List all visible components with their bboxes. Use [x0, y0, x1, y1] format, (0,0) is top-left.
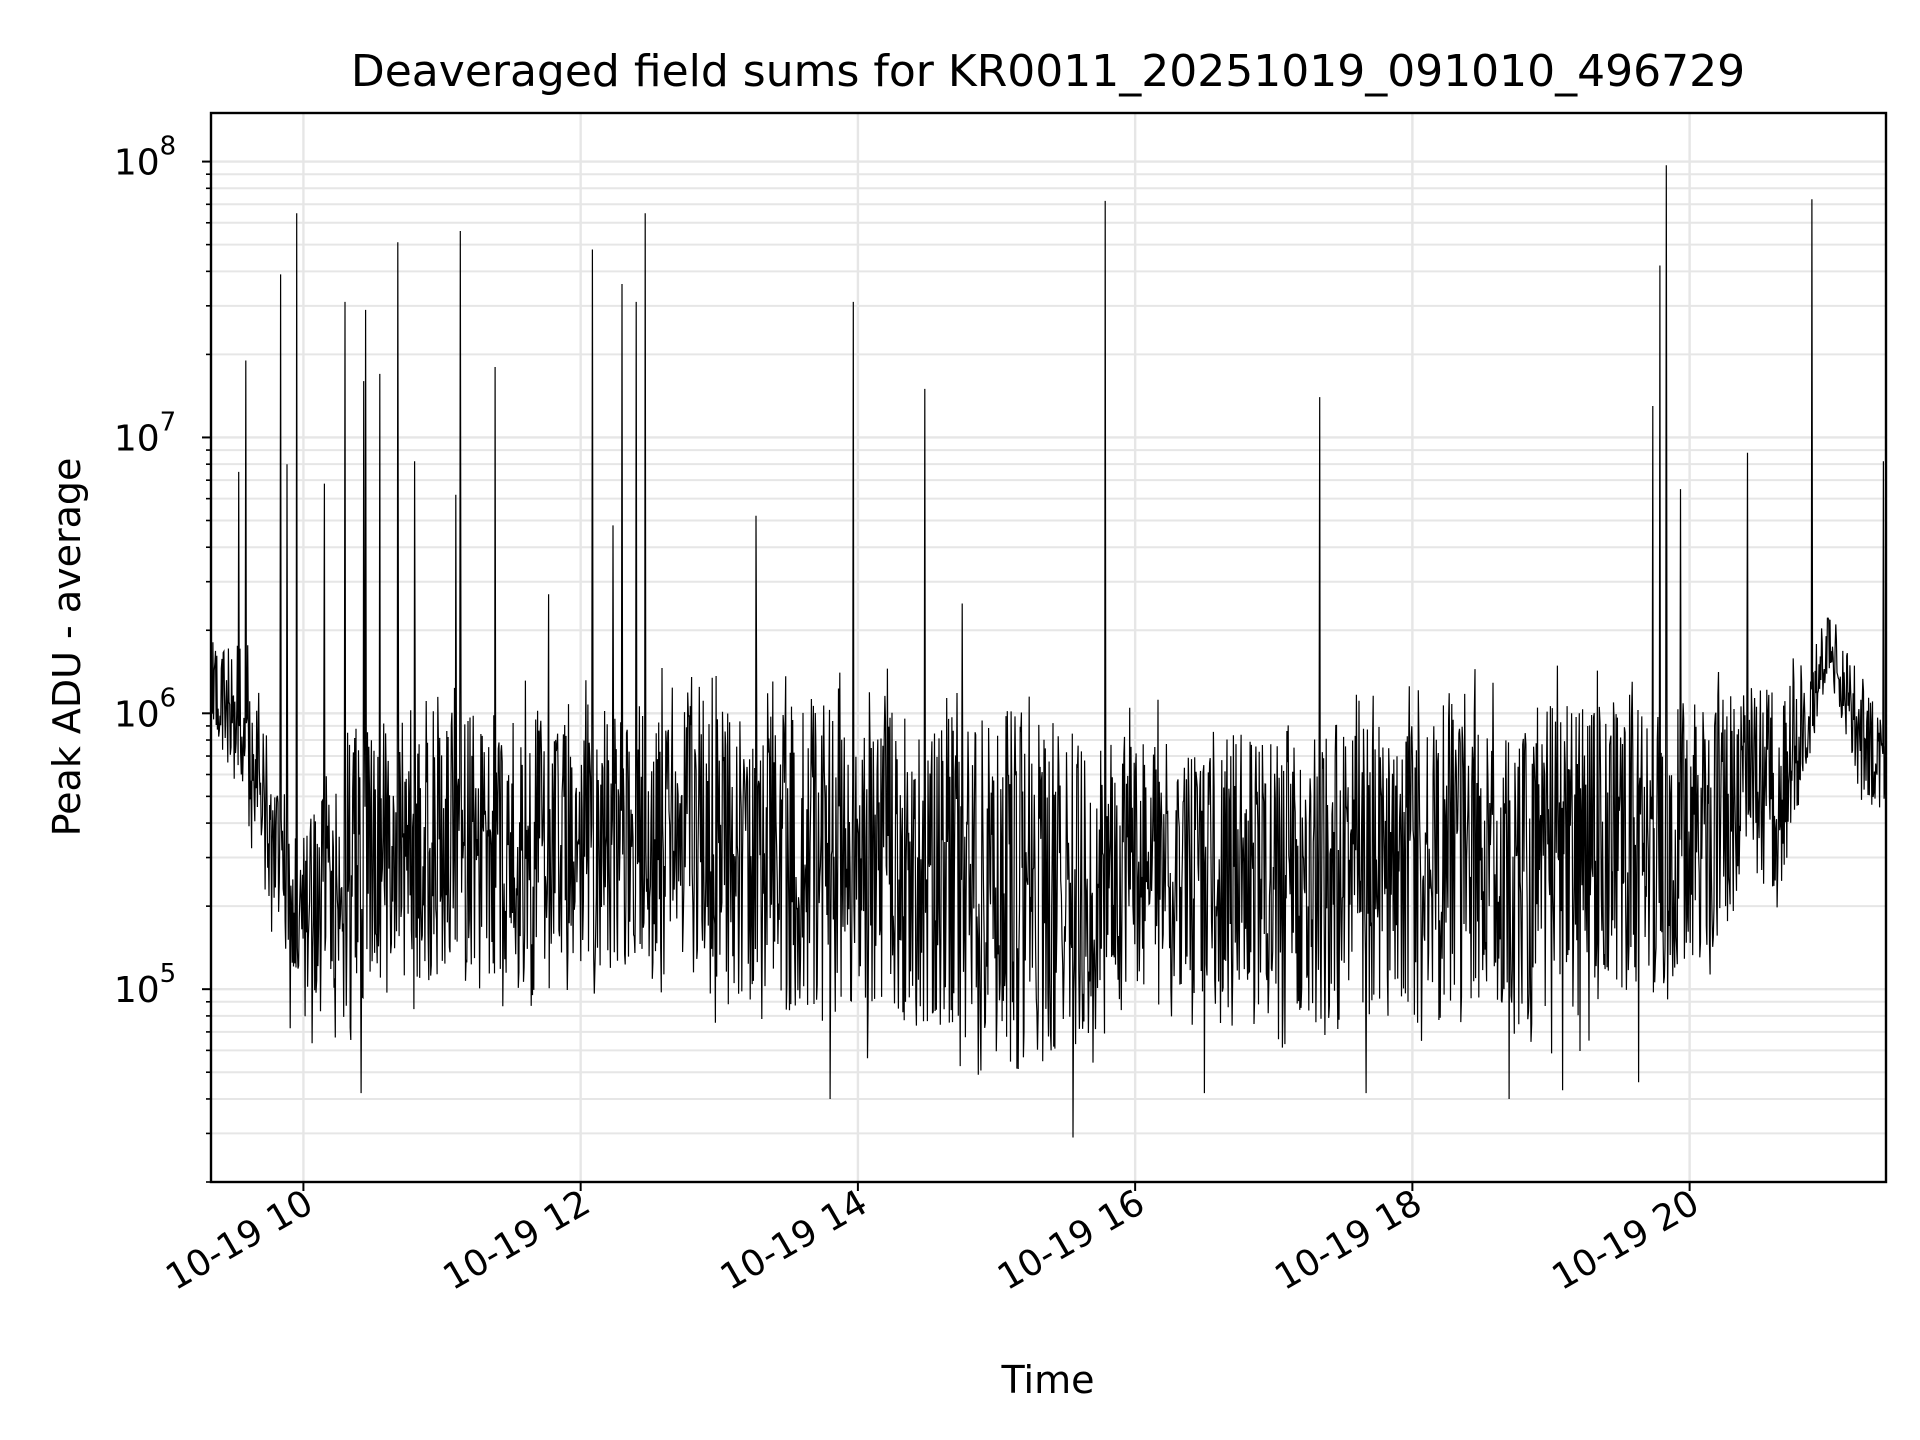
y-tick-exponent: 5	[160, 959, 177, 989]
x-axis-label: Time	[1001, 1358, 1095, 1402]
y-axis-label: Peak ADU - average	[45, 458, 89, 837]
plot-frame	[209, 111, 1888, 1184]
y-tick-exponent: 7	[160, 407, 177, 437]
y-tick-exponent: 6	[160, 683, 177, 713]
series-path	[211, 165, 1886, 1138]
y-tick-exponent: 8	[160, 132, 177, 162]
series-line	[211, 165, 1886, 1138]
chart-title: Deaveraged field sums for KR0011_2025101…	[351, 46, 1745, 97]
